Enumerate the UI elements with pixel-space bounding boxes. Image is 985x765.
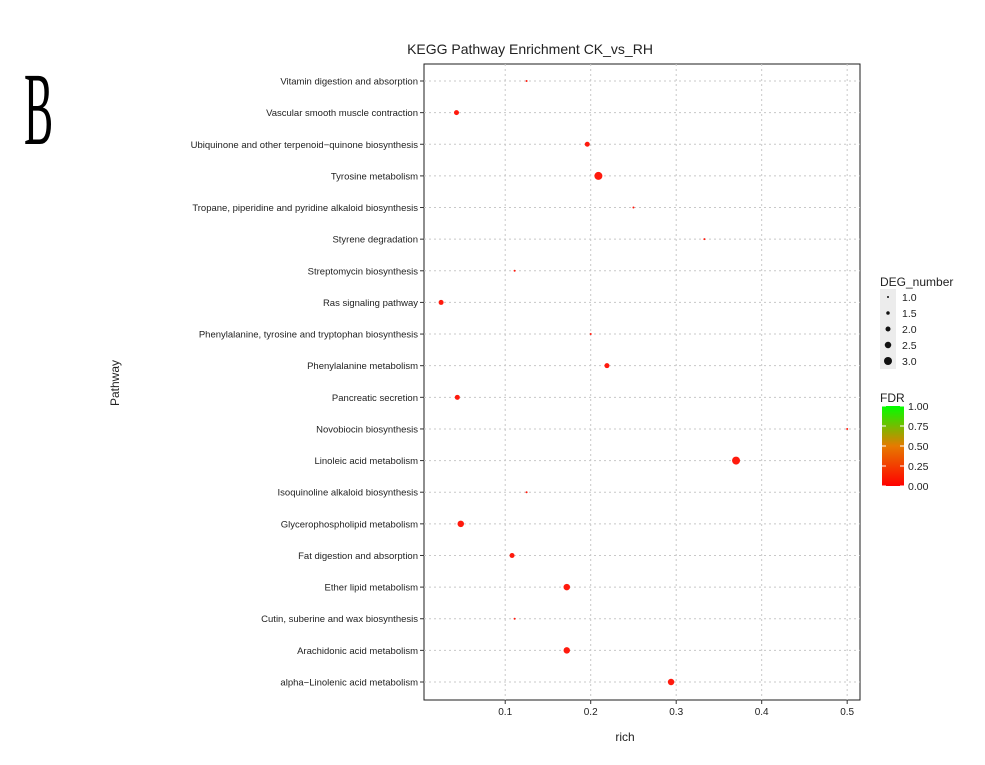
data-point — [604, 363, 610, 369]
data-point — [525, 491, 528, 494]
y-tick-label: Linoleic acid metabolism — [315, 456, 419, 467]
y-tick-label: Isoquinoline alkaloid biosynthesis — [278, 488, 419, 499]
size-legend-label: 2.5 — [902, 340, 917, 352]
x-tick-label: 0.5 — [840, 707, 854, 718]
y-tick-label: Arachidonic acid metabolism — [297, 646, 418, 657]
y-tick-label: Tropane, piperidine and pyridine alkaloi… — [192, 203, 418, 214]
x-tick-label: 0.1 — [498, 707, 512, 718]
y-tick-label: Phenylalanine metabolism — [307, 361, 418, 372]
size-legend-title: DEG_number — [880, 275, 953, 289]
size-legend-label: 1.0 — [902, 292, 917, 304]
y-tick-label: Tyrosine metabolism — [331, 171, 418, 182]
size-legend-dot — [886, 311, 890, 315]
y-tick-label: Vascular smooth muscle contraction — [266, 108, 418, 119]
y-tick-label: Fat digestion and absorption — [298, 551, 418, 562]
y-tick-label: Streptomycin biosynthesis — [308, 266, 419, 277]
data-point — [509, 552, 515, 558]
fdr-tick-label: 0.75 — [908, 421, 929, 433]
size-legend-dot — [887, 296, 889, 298]
x-tick-label: 0.2 — [584, 707, 598, 718]
data-point — [594, 171, 603, 180]
y-tick-label: Ether lipid metabolism — [325, 583, 419, 594]
color-legend-title: FDR — [880, 391, 905, 405]
y-tick-label: Vitamin digestion and absorption — [280, 77, 418, 88]
size-legend-dot — [885, 326, 891, 332]
data-point — [732, 456, 741, 465]
x-tick-label: 0.3 — [669, 707, 683, 718]
y-axis-label: Pathway — [108, 360, 122, 406]
size-legend-label: 3.0 — [902, 356, 917, 368]
data-point — [846, 427, 849, 430]
deg-number-legend: DEG_number 1.0 1.5 2.0 2.5 3.0 — [880, 275, 953, 369]
data-point — [589, 333, 592, 336]
fdr-legend: FDR 1.00 0.75 0.50 0.25 0.00 — [880, 391, 929, 493]
data-point — [457, 520, 465, 528]
y-tick-label: Glycerophospholipid metabolism — [281, 519, 418, 530]
data-point — [703, 238, 706, 241]
data-point — [632, 206, 635, 209]
data-point — [453, 110, 459, 116]
fdr-tick-label: 0.00 — [908, 481, 929, 493]
y-tick-label: Cutin, suberine and wax biosynthesis — [261, 614, 418, 625]
plot-panel — [423, 63, 861, 701]
y-tick-label: Novobiocin biosynthesis — [316, 424, 418, 435]
data-point — [454, 394, 460, 400]
grid-lines — [424, 64, 860, 700]
y-axis-ticks: Vitamin digestion and absorption Vascular… — [191, 77, 424, 689]
y-tick-label: Ras signaling pathway — [323, 298, 418, 309]
size-legend-label: 2.0 — [902, 324, 917, 336]
fdr-tick-label: 0.25 — [908, 461, 929, 473]
y-tick-label: Ubiquinone and other terpenoid−quinone b… — [191, 140, 419, 151]
size-legend-dot — [884, 357, 892, 365]
data-point — [667, 678, 675, 686]
fdr-colorbar — [882, 406, 904, 486]
x-tick-label: 0.4 — [755, 707, 769, 718]
data-point — [525, 80, 528, 82]
data-point — [563, 583, 571, 591]
fdr-tick-label: 0.50 — [908, 441, 929, 453]
data-point — [513, 269, 516, 272]
fdr-tick-label: 1.00 — [908, 401, 929, 413]
x-axis-ticks: 0.1 0.2 0.3 0.4 0.5 — [498, 700, 855, 718]
size-legend-dot — [884, 341, 892, 349]
y-tick-label: Styrene degradation — [332, 235, 418, 246]
data-point — [584, 141, 590, 147]
chart-title: KEGG Pathway Enrichment CK_vs_RH — [407, 41, 653, 57]
data-points — [438, 80, 849, 686]
panel-label: B — [24, 52, 54, 167]
size-legend-label: 1.5 — [902, 308, 917, 320]
x-axis-label: rich — [615, 730, 634, 744]
y-tick-label: Phenylalanine, tyrosine and tryptophan b… — [199, 330, 418, 341]
y-tick-label: Pancreatic secretion — [332, 393, 418, 404]
data-point — [513, 617, 516, 620]
data-point — [563, 647, 571, 654]
data-point — [438, 299, 444, 305]
y-tick-label: alpha−Linolenic acid metabolism — [280, 678, 418, 689]
